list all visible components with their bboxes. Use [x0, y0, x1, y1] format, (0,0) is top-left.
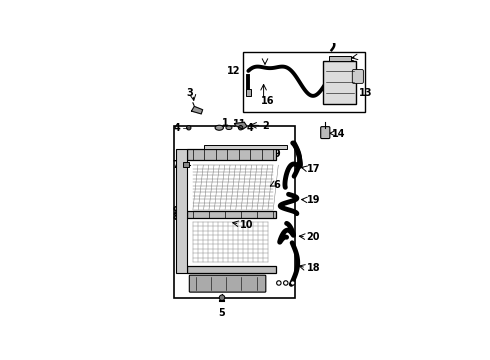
Text: 9: 9 — [273, 149, 280, 159]
Text: 13: 13 — [359, 88, 373, 98]
Polygon shape — [235, 122, 247, 129]
Text: 15: 15 — [343, 57, 356, 67]
Bar — [173, 126, 295, 298]
FancyBboxPatch shape — [352, 69, 364, 84]
Text: 14: 14 — [332, 129, 345, 139]
Text: 10: 10 — [240, 220, 253, 230]
Circle shape — [284, 281, 288, 285]
Text: 2: 2 — [262, 121, 269, 131]
Circle shape — [187, 126, 191, 130]
Text: 1: 1 — [221, 118, 228, 128]
Text: 11: 11 — [233, 120, 246, 129]
Text: 18: 18 — [307, 263, 320, 273]
Bar — [323, 61, 356, 104]
Text: 16: 16 — [261, 96, 274, 107]
Text: 9: 9 — [173, 206, 180, 216]
Circle shape — [277, 281, 281, 285]
Text: 20: 20 — [307, 232, 320, 242]
Text: 3: 3 — [187, 88, 194, 98]
FancyBboxPatch shape — [187, 266, 276, 273]
FancyBboxPatch shape — [189, 275, 266, 292]
Polygon shape — [192, 107, 203, 114]
FancyBboxPatch shape — [204, 145, 287, 149]
Text: 17: 17 — [307, 164, 320, 174]
Circle shape — [219, 295, 225, 301]
Ellipse shape — [226, 126, 232, 130]
Text: 5: 5 — [219, 308, 225, 318]
FancyBboxPatch shape — [187, 149, 276, 159]
Text: 6: 6 — [274, 180, 281, 190]
Text: 12: 12 — [226, 66, 240, 76]
FancyBboxPatch shape — [187, 211, 276, 218]
Text: 4: 4 — [246, 123, 253, 133]
Text: 19: 19 — [307, 195, 320, 205]
Circle shape — [238, 126, 243, 130]
Circle shape — [291, 281, 295, 285]
Bar — [176, 149, 187, 273]
Text: 4: 4 — [173, 123, 180, 133]
Bar — [329, 56, 351, 61]
Text: 8: 8 — [173, 212, 180, 222]
Ellipse shape — [215, 125, 223, 130]
FancyBboxPatch shape — [320, 127, 330, 139]
Bar — [245, 89, 251, 96]
Bar — [183, 162, 189, 167]
Bar — [243, 51, 365, 112]
Text: 7: 7 — [172, 159, 179, 170]
